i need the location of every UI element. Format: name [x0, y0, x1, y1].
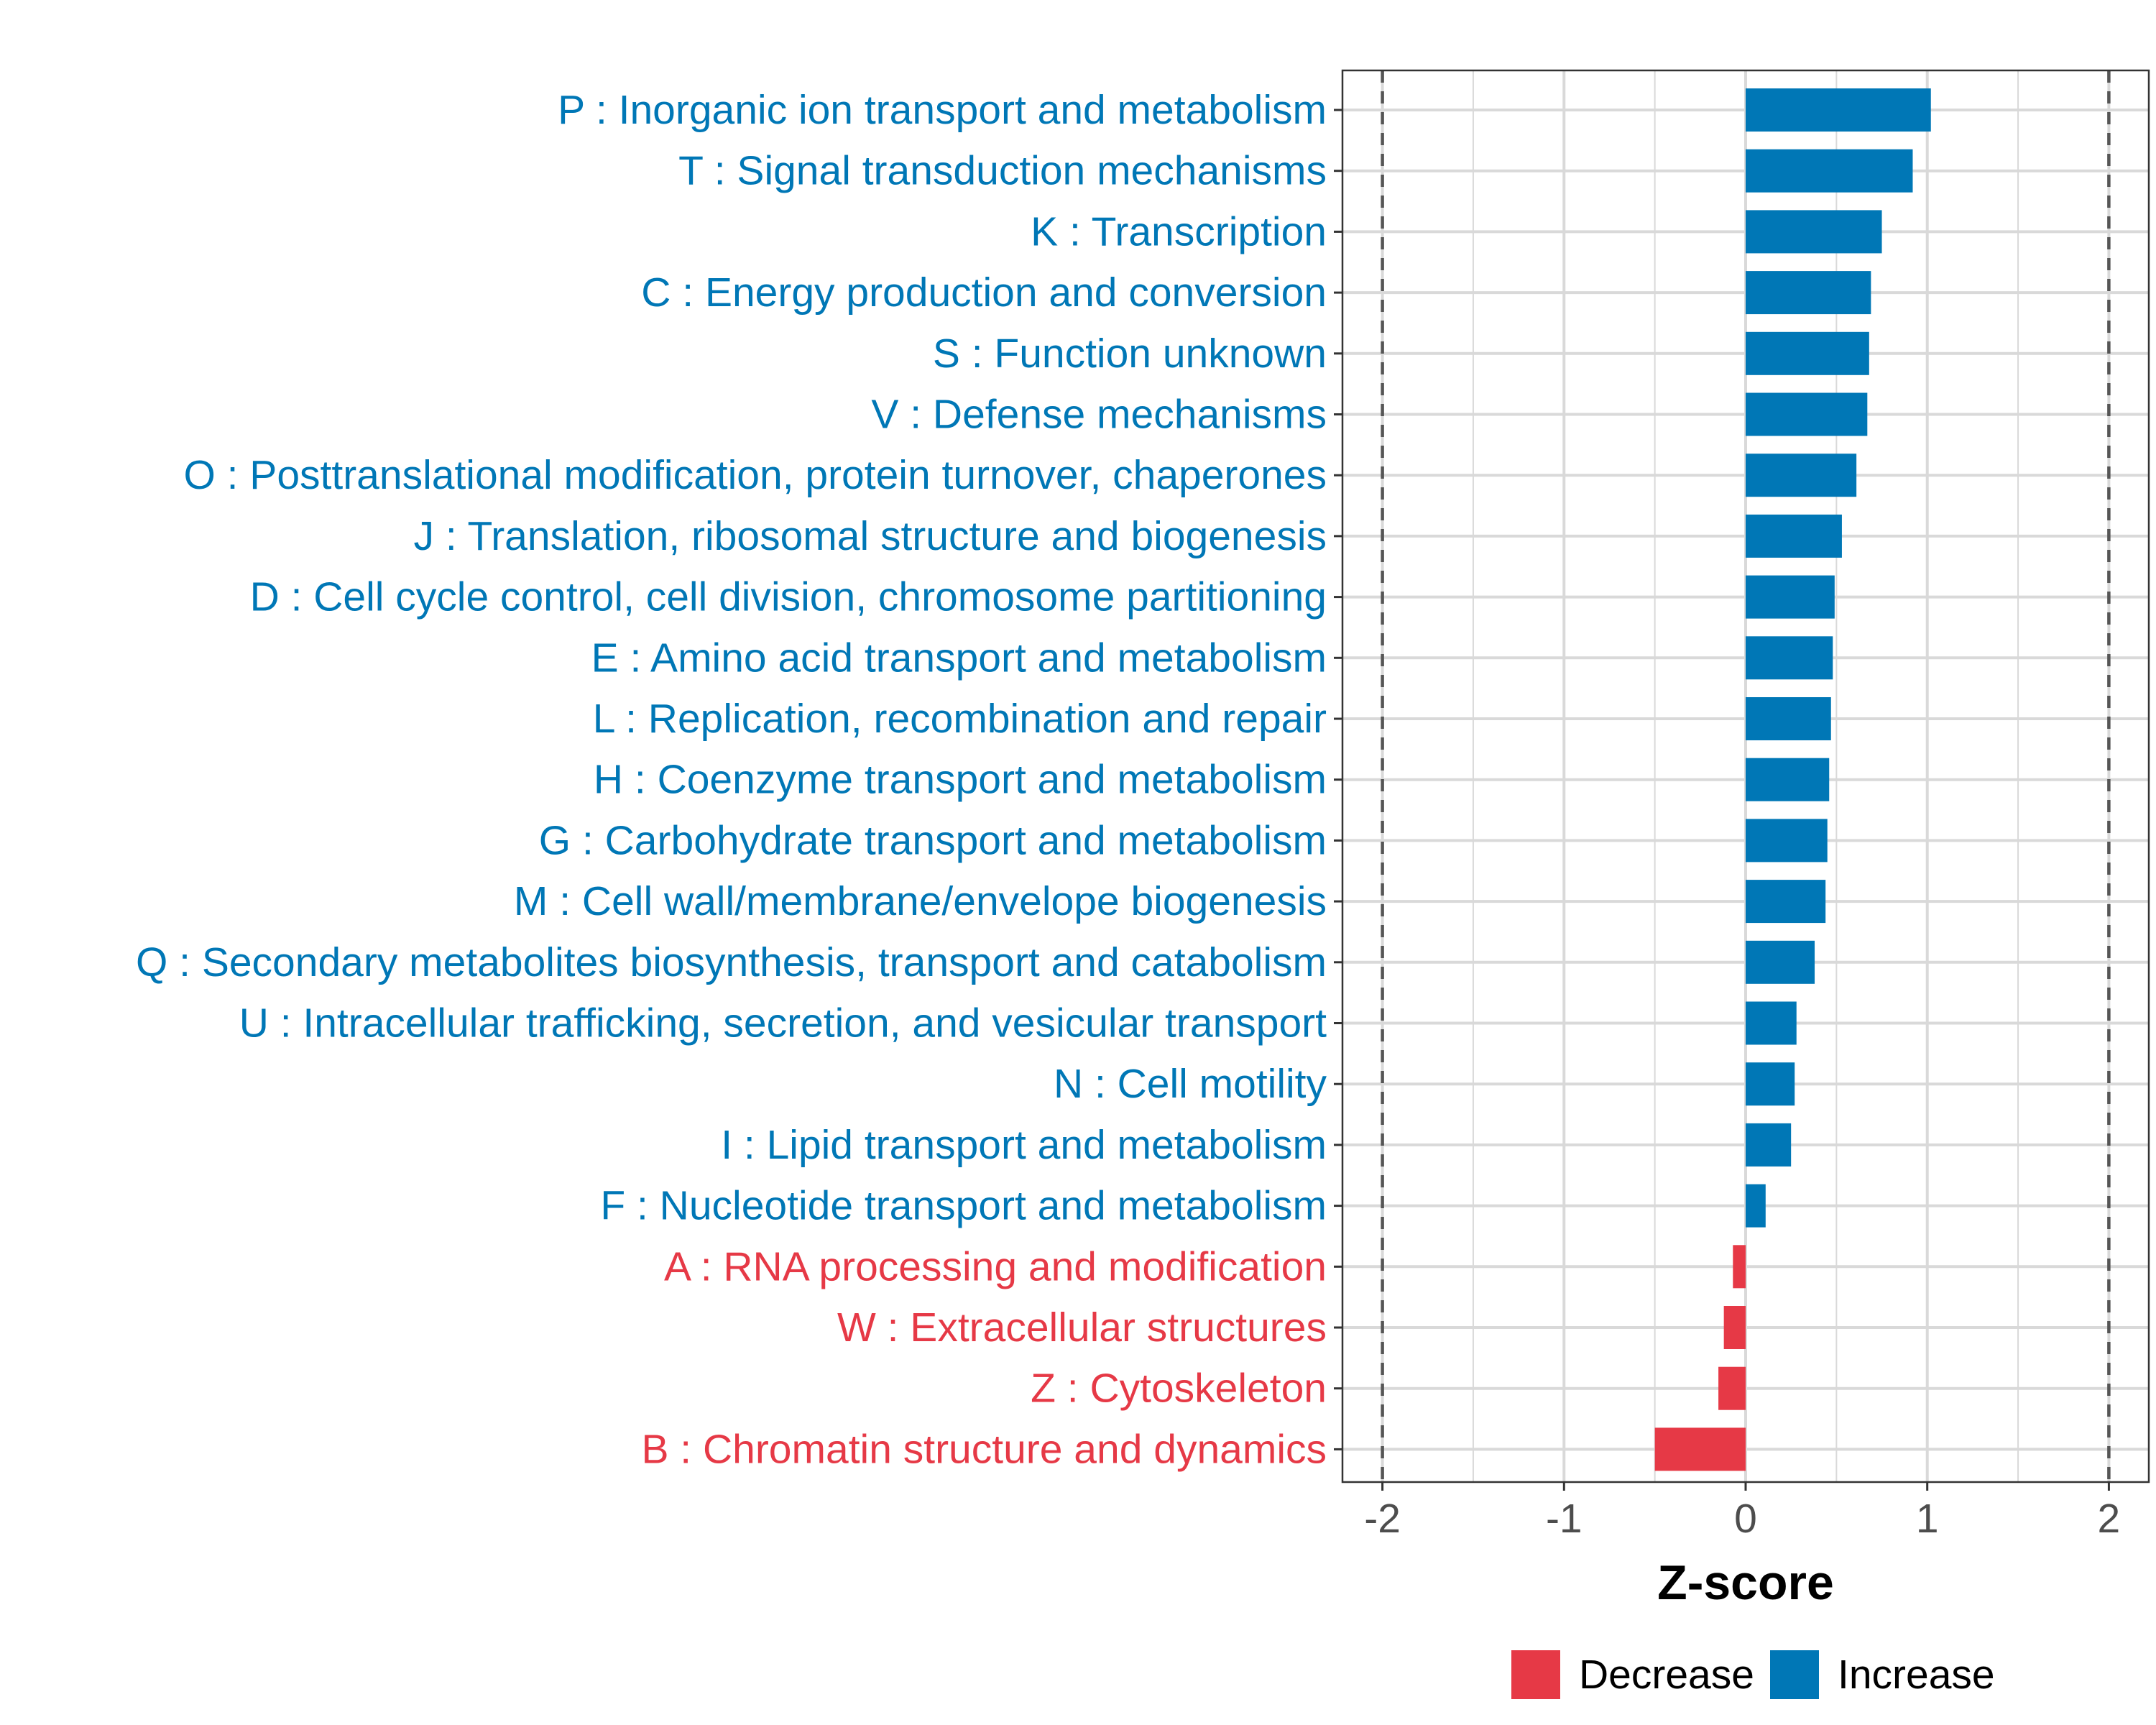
legend-swatch-increase	[1770, 1650, 1819, 1699]
category-label: D : Cell cycle control, cell division, c…	[250, 574, 1327, 620]
legend-label-increase: Increase	[1838, 1652, 1995, 1698]
bar	[1746, 88, 1931, 132]
category-label: S : Function unknown	[933, 331, 1327, 377]
x-axis-ticks: -2 -1 0 1 2	[1364, 1482, 2120, 1542]
category-label: Q : Secondary metabolites biosynthesis, …	[136, 939, 1327, 985]
category-label: T : Signal transduction mechanisms	[678, 148, 1327, 194]
bar	[1746, 271, 1871, 315]
y-axis-ticks	[1334, 109, 1342, 1450]
x-tick-label: 0	[1734, 1496, 1757, 1542]
bar	[1746, 392, 1868, 436]
reference-lines	[1381, 70, 2111, 1482]
bars	[1654, 88, 1931, 1471]
bar	[1746, 1123, 1792, 1167]
bar	[1746, 514, 1842, 558]
category-label: O : Posttranslational modification, prot…	[183, 452, 1327, 498]
bar	[1746, 454, 1857, 497]
x-axis-title: Z-score	[1657, 1555, 1834, 1610]
category-label: L : Replication, recombination and repai…	[593, 696, 1327, 742]
bar	[1746, 819, 1828, 862]
bar	[1746, 758, 1830, 801]
category-label: B : Chromatin structure and dynamics	[641, 1426, 1327, 1472]
category-label: V : Defense mechanisms	[871, 392, 1327, 438]
bar	[1718, 1366, 1746, 1410]
x-tick-label: 2	[2098, 1496, 2121, 1542]
bar	[1746, 1062, 1795, 1106]
bar	[1746, 331, 1869, 375]
category-label: P : Inorganic ion transport and metaboli…	[558, 87, 1327, 133]
category-label: C : Energy production and conversion	[641, 270, 1327, 316]
bar	[1746, 697, 1831, 740]
bar	[1746, 149, 1913, 193]
bar	[1723, 1306, 1746, 1349]
bar	[1746, 1184, 1766, 1228]
category-label: J : Translation, ribosomal structure and…	[414, 513, 1327, 559]
category-label: I : Lipid transport and metabolism	[721, 1122, 1327, 1168]
category-label: A : RNA processing and modification	[664, 1243, 1327, 1289]
category-labels: P : Inorganic ion transport and metaboli…	[136, 87, 1327, 1472]
category-label: W : Extracellular structures	[837, 1305, 1327, 1351]
legend-label-decrease: Decrease	[1579, 1652, 1754, 1698]
category-label: F : Nucleotide transport and metabolism	[600, 1183, 1327, 1229]
legend-swatch-decrease	[1511, 1650, 1560, 1699]
x-tick-label: 1	[1916, 1496, 1939, 1542]
bar	[1746, 636, 1833, 680]
category-label: Z : Cytoskeleton	[1031, 1366, 1327, 1412]
bar	[1746, 210, 1882, 254]
category-label: E : Amino acid transport and metabolism	[591, 635, 1327, 681]
bar	[1746, 1001, 1797, 1045]
category-label: N : Cell motility	[1054, 1061, 1327, 1107]
category-label: H : Coenzyme transport and metabolism	[594, 757, 1327, 803]
category-label: M : Cell wall/membrane/envelope biogenes…	[514, 878, 1327, 924]
x-tick-label: -1	[1546, 1496, 1583, 1542]
legend: Decrease Increase	[1511, 1650, 1995, 1699]
bar	[1746, 940, 1815, 984]
category-label: U : Intracellular trafficking, secretion…	[239, 1000, 1327, 1046]
bar	[1733, 1245, 1746, 1289]
category-label: K : Transcription	[1031, 208, 1327, 254]
bar	[1654, 1427, 1746, 1471]
bar	[1746, 575, 1835, 619]
category-label: G : Carbohydrate transport and metabolis…	[539, 817, 1327, 863]
bar	[1746, 880, 1826, 924]
x-tick-label: -2	[1364, 1496, 1401, 1542]
